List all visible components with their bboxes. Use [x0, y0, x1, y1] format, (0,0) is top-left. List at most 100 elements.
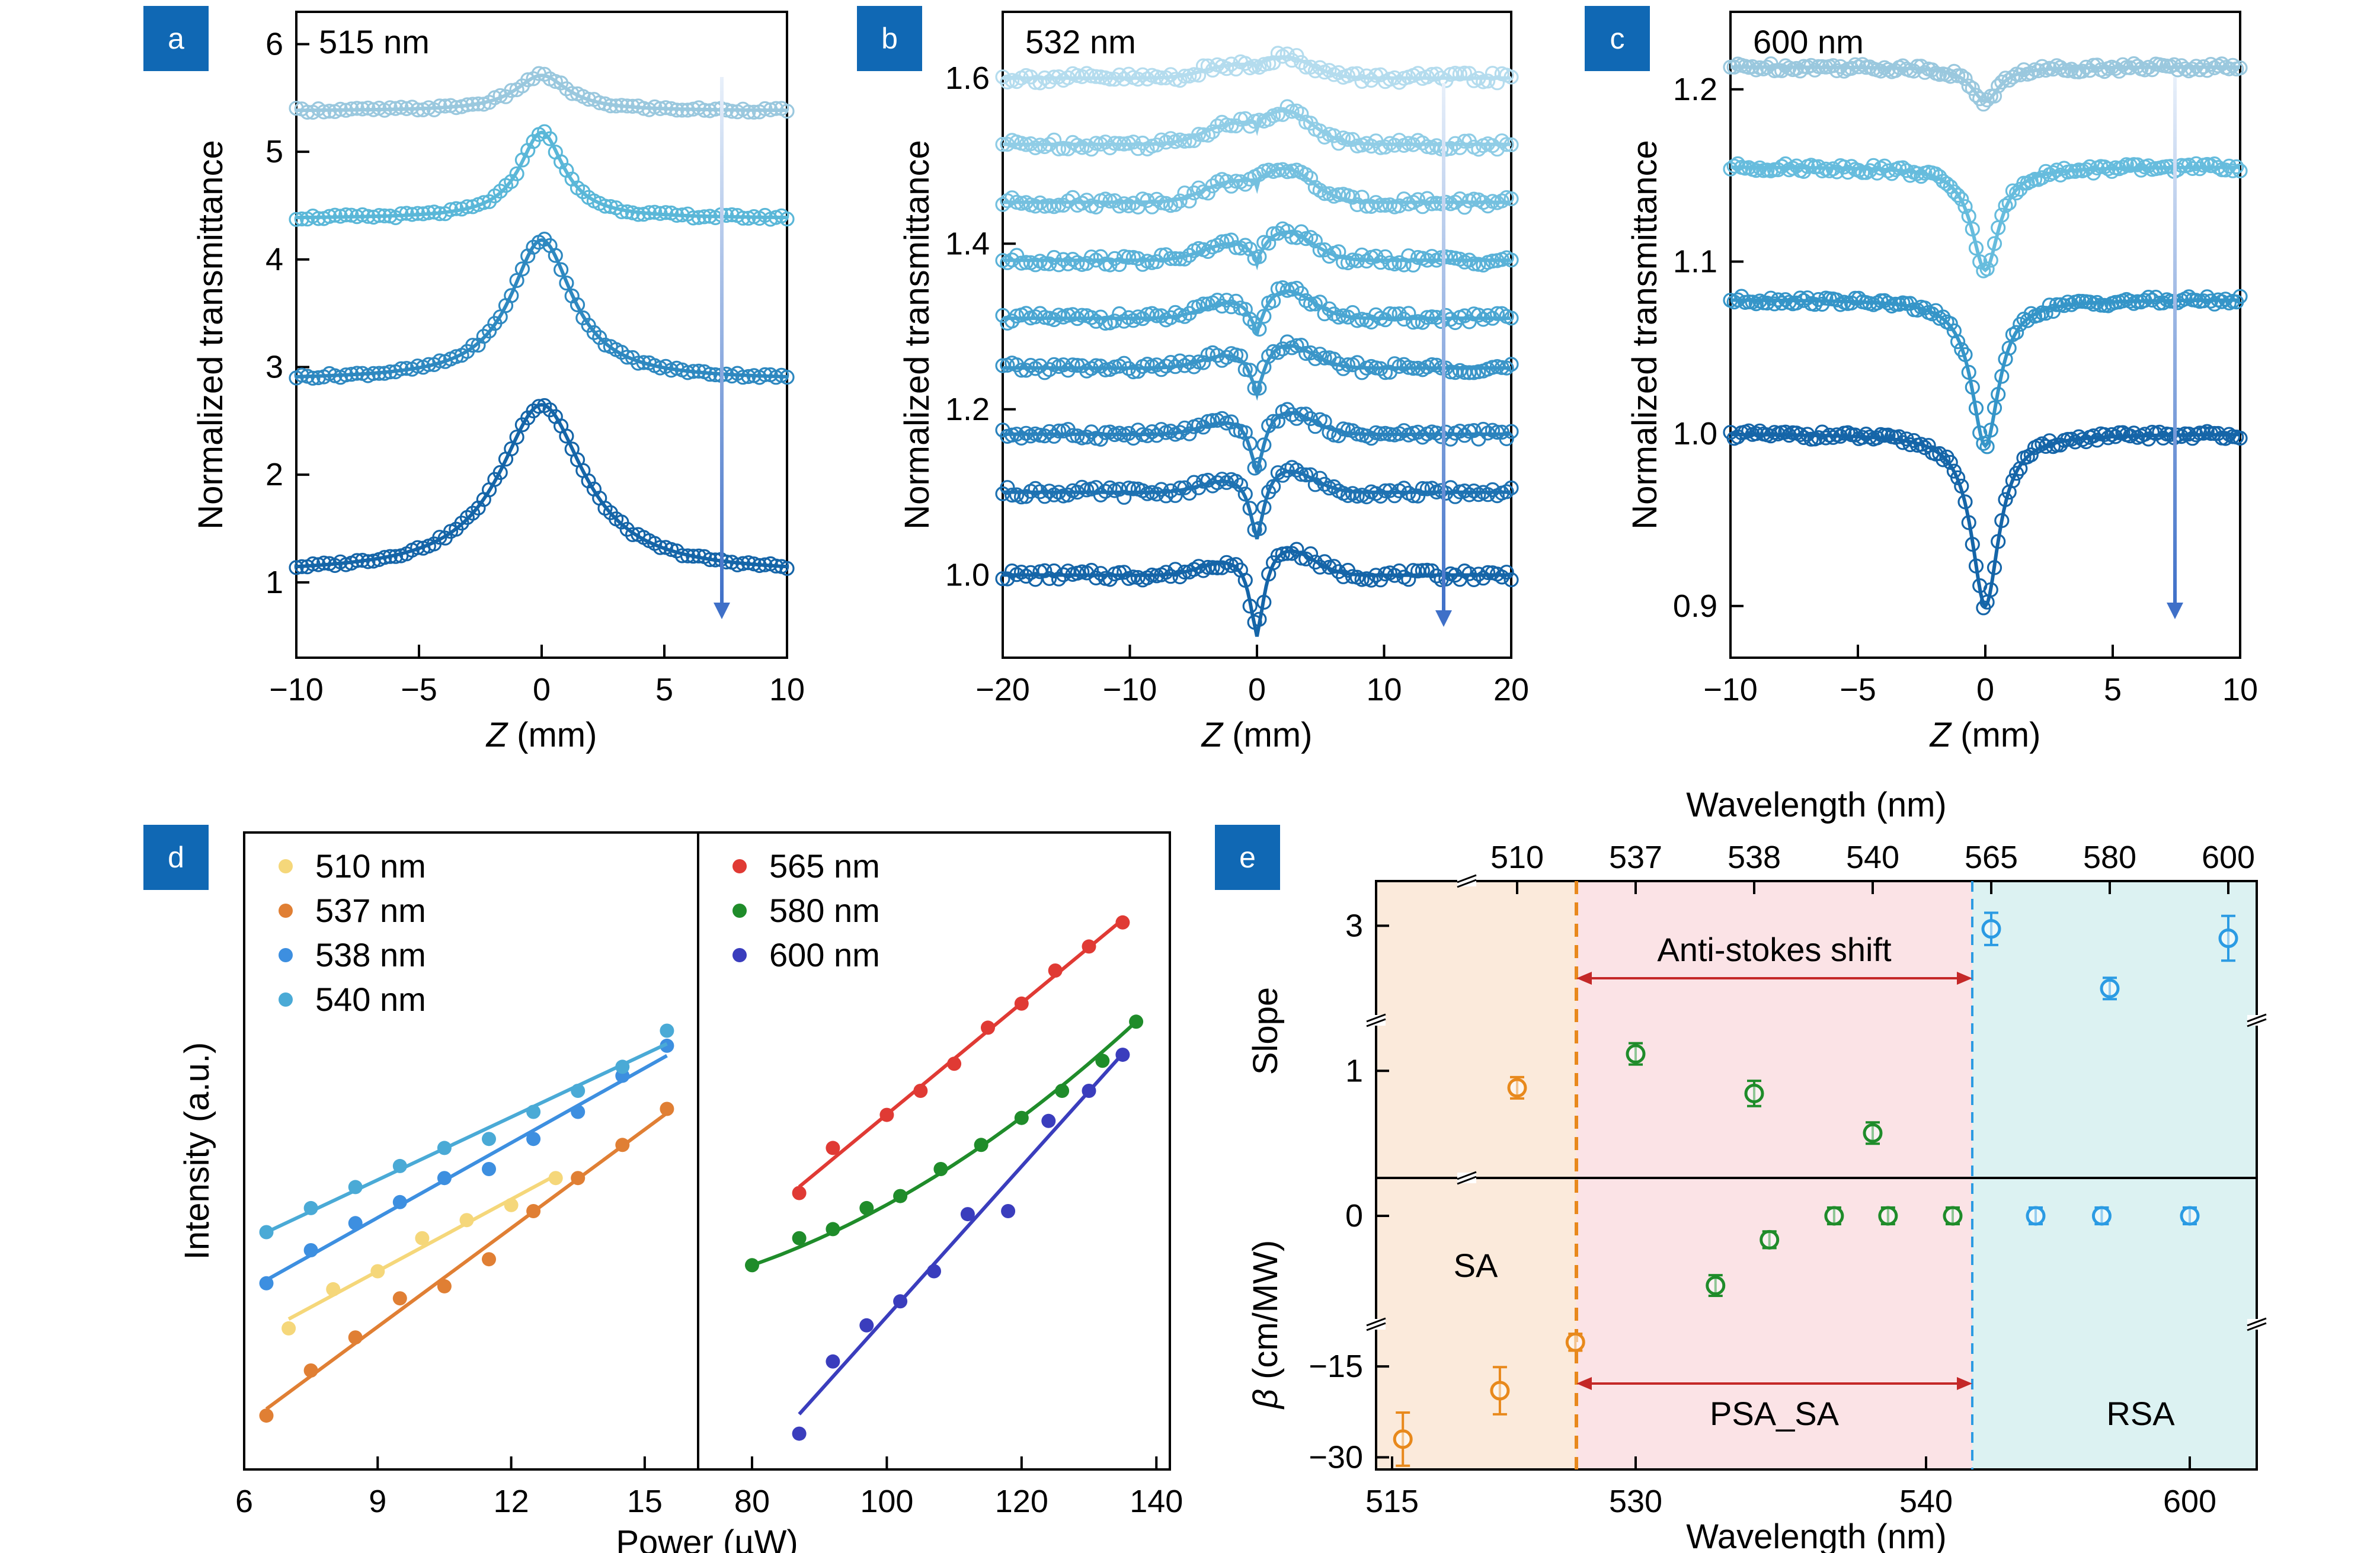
- data-point: [1256, 594, 1272, 610]
- data-point: [1256, 437, 1272, 453]
- x-tick-label: 12: [494, 1484, 529, 1519]
- data-point: [719, 103, 734, 118]
- data-point: [371, 366, 387, 381]
- data-point: [338, 367, 354, 383]
- data-point: [1224, 232, 1239, 248]
- data-point: [1760, 59, 1775, 75]
- data-point: [1298, 406, 1314, 422]
- data-point: [2225, 163, 2241, 178]
- data-point: [1242, 436, 1258, 452]
- data-point: [1247, 460, 1262, 476]
- data-point: [636, 101, 651, 116]
- data-point: [1005, 487, 1020, 503]
- data-point: [1298, 59, 1314, 75]
- data-point: [1214, 234, 1230, 249]
- data-point: [1182, 354, 1197, 370]
- data-point: [1158, 247, 1174, 262]
- data-point: [2064, 431, 2079, 447]
- panel-label-box: [857, 6, 922, 71]
- data-point: [1219, 174, 1234, 189]
- series-580-nm: [745, 1014, 1144, 1273]
- top-tick-label: 538: [1728, 840, 1781, 875]
- data-point: [1345, 190, 1360, 205]
- annotation-label: Anti-stokes shift: [1657, 931, 1892, 968]
- data-point: [1303, 296, 1319, 312]
- data-point: [1331, 564, 1346, 579]
- data-point: [1322, 301, 1337, 316]
- axis-break-mark: [1457, 879, 1477, 888]
- data-point: [509, 430, 524, 445]
- data-point: [1237, 177, 1253, 192]
- data-point: [680, 365, 696, 380]
- data-point: [2229, 159, 2244, 175]
- data-point: [674, 548, 690, 563]
- data-point: [2023, 306, 2039, 321]
- x-tick-label: 6: [235, 1484, 253, 1519]
- y-tick-label: 1.4: [945, 226, 990, 261]
- x-tick-label: −5: [1840, 672, 1876, 707]
- data-point: [1279, 546, 1295, 561]
- x-tick-label: 140: [1130, 1484, 1183, 1519]
- data-point: [1098, 315, 1113, 331]
- y-tick-label: 1: [1345, 1053, 1363, 1088]
- x-tick-label: 10: [769, 672, 805, 707]
- data-point: [1191, 354, 1207, 370]
- data-point: [1051, 141, 1067, 156]
- data-point: [1088, 252, 1104, 268]
- data-point: [1447, 567, 1463, 583]
- series-4: [289, 66, 795, 120]
- data-point: [504, 1197, 519, 1212]
- data-point: [2078, 59, 2094, 75]
- legend-marker: [279, 859, 293, 873]
- fit-line: [798, 1052, 1124, 1416]
- data-point: [459, 199, 475, 214]
- data-point: [1051, 257, 1067, 273]
- data-point: [1252, 457, 1267, 472]
- x-tick-label: 5: [2104, 672, 2122, 707]
- psa-arrow-head: [1957, 1377, 1972, 1390]
- data-point: [1415, 563, 1430, 578]
- data-point: [1924, 306, 1940, 322]
- data-point: [1256, 499, 1272, 515]
- data-point: [437, 1171, 452, 1186]
- data-point: [316, 555, 332, 571]
- data-point: [559, 428, 574, 444]
- data-point: [294, 211, 309, 227]
- data-point: [1434, 141, 1449, 156]
- data-point: [1009, 427, 1025, 442]
- data-point: [1046, 563, 1062, 579]
- data-point: [1065, 307, 1080, 322]
- data-point: [1284, 53, 1300, 68]
- axis-break-mark: [2247, 1018, 2267, 1027]
- data-point: [2009, 466, 2024, 481]
- data-point: [1117, 136, 1132, 152]
- data-point: [1307, 555, 1323, 570]
- data-point: [1349, 197, 1365, 212]
- data-point: [2232, 163, 2248, 178]
- data-point: [1051, 485, 1067, 500]
- data-point: [1224, 56, 1239, 72]
- data-point: [1419, 310, 1435, 325]
- data-point: [663, 542, 679, 558]
- data-point: [526, 1132, 541, 1147]
- psa-arrow-head: [1576, 1377, 1592, 1390]
- fit-line: [287, 1173, 557, 1321]
- data-point: [542, 131, 558, 146]
- series-3: [995, 402, 1519, 476]
- data-point: [526, 1104, 541, 1119]
- data-point: [349, 366, 364, 381]
- data-point: [2023, 65, 2039, 81]
- data-point: [1028, 75, 1043, 90]
- data-point: [1396, 423, 1412, 438]
- plot-frame: [243, 831, 1171, 1471]
- data-point: [2053, 60, 2068, 75]
- data-point: [2211, 425, 2226, 441]
- data-point: [1032, 427, 1048, 443]
- fit-line: [265, 1042, 668, 1234]
- data-point: [691, 363, 706, 379]
- data-point: [1706, 1276, 1726, 1296]
- panel-title: 515 nm: [319, 23, 430, 60]
- data-point: [1424, 309, 1439, 325]
- data-point: [1986, 236, 2002, 251]
- data-point: [768, 558, 784, 574]
